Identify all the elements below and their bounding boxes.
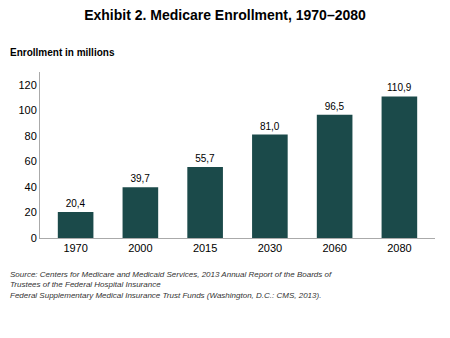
svg-text:2060: 2060: [322, 242, 346, 254]
svg-text:55,7: 55,7: [195, 153, 215, 164]
svg-text:80: 80: [25, 130, 37, 142]
svg-text:100: 100: [18, 104, 36, 116]
svg-text:Enrollment in millions: Enrollment in millions: [10, 47, 115, 58]
svg-text:110,9: 110,9: [387, 82, 412, 93]
svg-text:20,4: 20,4: [66, 198, 86, 209]
svg-text:96,5: 96,5: [325, 101, 345, 112]
svg-text:60: 60: [25, 155, 37, 167]
svg-text:40: 40: [25, 181, 37, 193]
svg-text:2030: 2030: [258, 242, 282, 254]
svg-text:120: 120: [18, 79, 36, 91]
svg-text:Exhibit 2. Medicare Enrollment: Exhibit 2. Medicare Enrollment, 1970–208…: [84, 7, 366, 23]
svg-text:81,0: 81,0: [260, 121, 280, 132]
svg-text:39,7: 39,7: [130, 173, 150, 184]
svg-text:2080: 2080: [387, 242, 411, 254]
svg-text:20: 20: [25, 206, 37, 218]
svg-text:Source: Centers for Medicare a: Source: Centers for Medicare and Medicai…: [10, 270, 332, 300]
svg-text:1970: 1970: [63, 242, 87, 254]
svg-text:0: 0: [31, 232, 37, 244]
svg-text:2015: 2015: [193, 242, 217, 254]
svg-text:2000: 2000: [128, 242, 152, 254]
